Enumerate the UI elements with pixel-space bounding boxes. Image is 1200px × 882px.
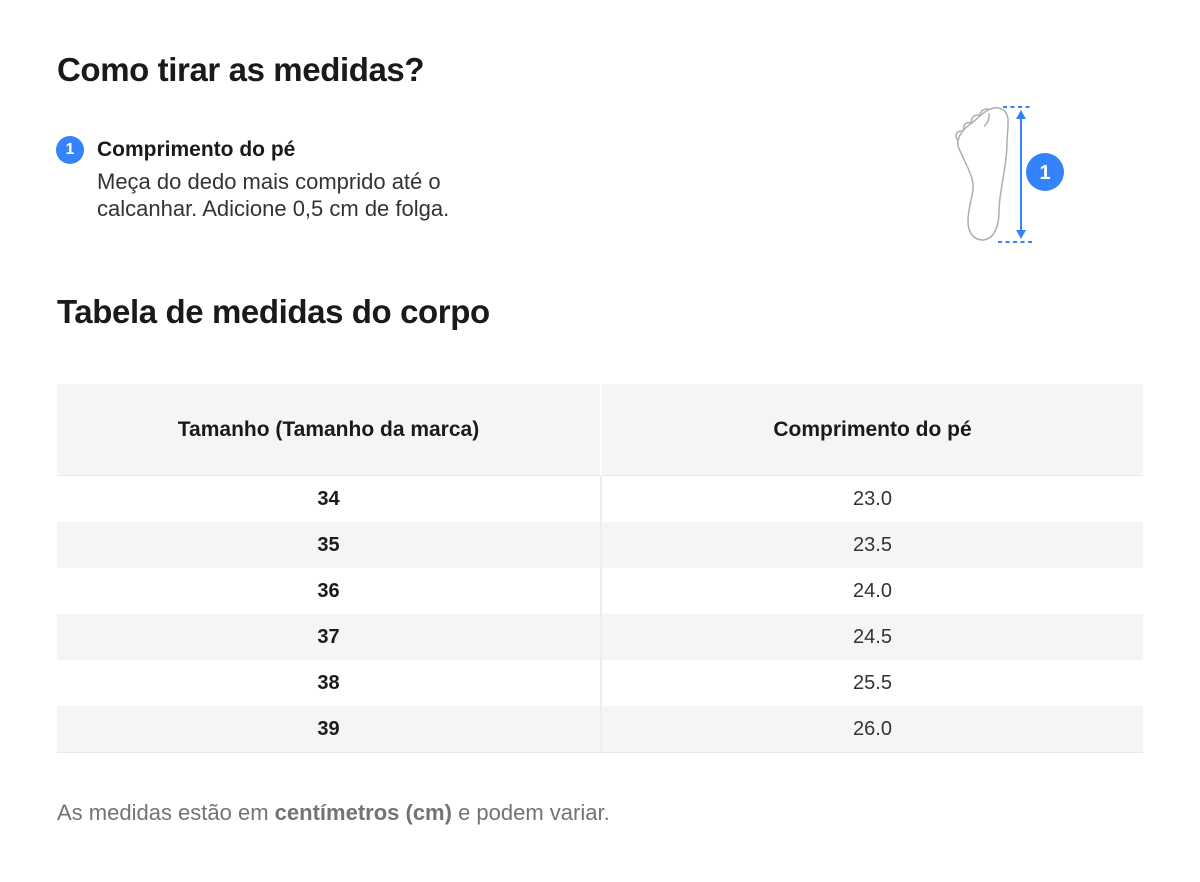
- page-title: Como tirar as medidas?: [57, 51, 425, 88]
- size-cell: 34: [317, 487, 340, 510]
- table-row: 39 26.0: [57, 706, 1143, 752]
- size-table-body: 34 23.0 35 23.5 36 24.0 37 24.5 38 25.5 …: [57, 475, 1143, 752]
- table-row: 37 24.5: [57, 614, 1143, 660]
- units-note-units: centímetros (cm): [274, 800, 452, 825]
- table-row: 34 23.0: [57, 476, 1143, 522]
- size-table-header-row: Tamanho (Tamanho da marca) Comprimento d…: [57, 384, 1143, 475]
- table-row: 38 25.5: [57, 660, 1143, 706]
- table-section-title: Tabela de medidas do corpo: [57, 293, 490, 330]
- diagram-step-1-badge: 1: [1026, 153, 1064, 191]
- measurement-arrow-icon: [998, 106, 1032, 243]
- table-row: 36 24.0: [57, 568, 1143, 614]
- table-row: 35 23.5: [57, 522, 1143, 568]
- size-table: Tamanho (Tamanho da marca) Comprimento d…: [57, 384, 1143, 753]
- length-cell: 26.0: [600, 706, 1143, 752]
- measurement-description-line-1: Meça do dedo mais comprido até o: [97, 169, 441, 194]
- foot-measurement-diagram: 1: [948, 102, 1068, 250]
- size-cell: 38: [317, 671, 340, 694]
- column-header-foot-length: Comprimento do pé: [600, 384, 1143, 475]
- units-note-suffix: e podem variar.: [451, 800, 610, 825]
- foot-outline-icon: [955, 106, 1009, 241]
- foot-diagram-svg: 1: [955, 106, 1064, 243]
- step-1-badge: 1: [56, 136, 84, 164]
- length-cell: 24.0: [600, 568, 1143, 614]
- measurement-description: Meça do dedo mais comprido até o calcanh…: [97, 168, 449, 222]
- size-cell: 35: [317, 533, 340, 556]
- size-cell: 39: [317, 717, 340, 740]
- measurement-description-line-2: calcanhar. Adicione 0,5 cm de folga.: [97, 196, 450, 221]
- size-cell: 37: [317, 625, 340, 648]
- units-note-prefix: As medidas estão em: [57, 800, 275, 825]
- diagram-badge-number: 1: [1039, 162, 1050, 184]
- size-cell: 36: [317, 579, 340, 602]
- measurement-label: Comprimento do pé: [97, 138, 296, 161]
- units-note: As medidas estão em centímetros (cm) e p…: [57, 799, 610, 827]
- column-header-size: Tamanho (Tamanho da marca): [177, 417, 480, 441]
- length-cell: 23.5: [600, 522, 1143, 568]
- length-cell: 25.5: [600, 660, 1143, 706]
- length-cell: 24.5: [600, 614, 1143, 660]
- length-cell: 23.0: [600, 476, 1143, 522]
